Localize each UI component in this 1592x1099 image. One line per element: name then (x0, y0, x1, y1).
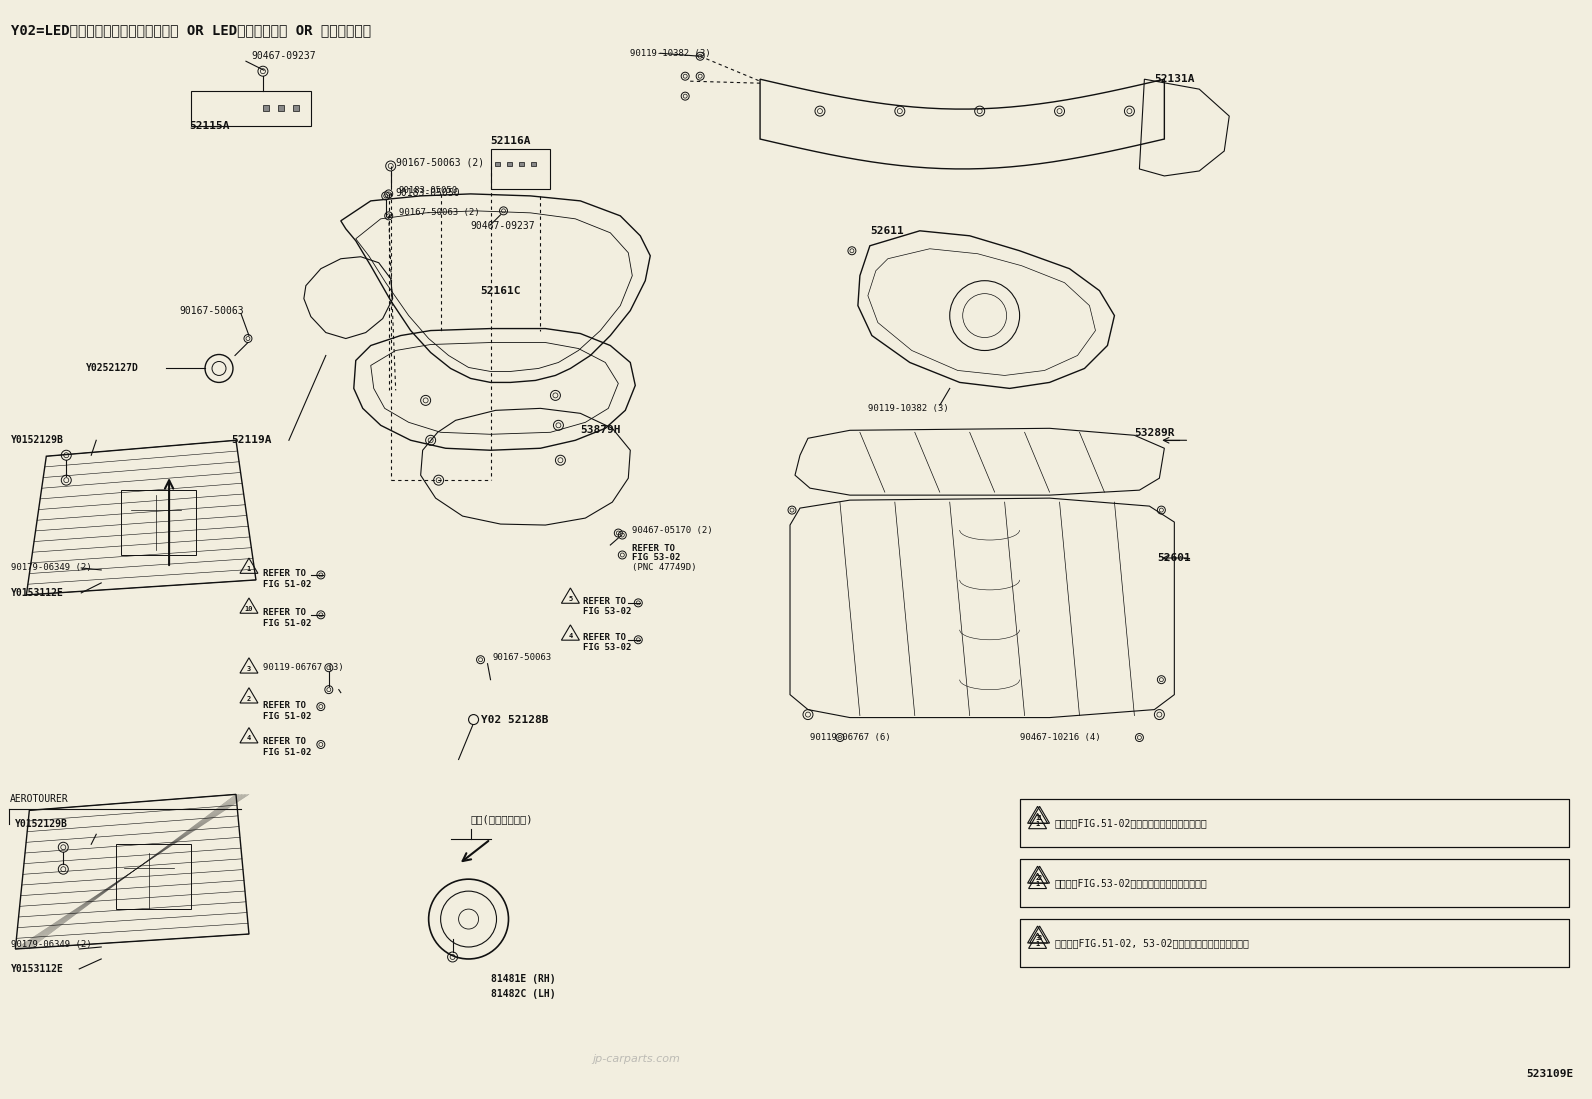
Text: 5: 5 (568, 596, 573, 602)
Text: Y0153112E: Y0153112E (11, 964, 64, 974)
Text: 53879H: 53879H (581, 425, 621, 435)
Text: AEROTOURER: AEROTOURER (10, 795, 68, 804)
Bar (279, 106, 283, 111)
Text: FIG 51-02: FIG 51-02 (263, 748, 312, 757)
Text: 52131A: 52131A (1154, 75, 1196, 85)
Text: 90179-06349 (2): 90179-06349 (2) (11, 940, 92, 948)
Text: Y02 52128B: Y02 52128B (481, 714, 548, 724)
Text: 90119-06767 (6): 90119-06767 (6) (810, 733, 890, 742)
Text: Y0153112E: Y0153112E (11, 588, 64, 598)
Text: ⑩、⑪はFIG.51-02, 53-02の⑩、⑪と対応しています。: ⑩、⑪はFIG.51-02, 53-02の⑩、⑪と対応しています。 (1054, 939, 1248, 948)
Text: 81482C (LH): 81482C (LH) (490, 989, 556, 999)
Text: 1: 1 (1038, 815, 1041, 821)
Text: 1: 1 (1035, 815, 1040, 821)
Bar (532, 162, 535, 166)
Text: 90183-05050: 90183-05050 (398, 187, 458, 196)
Text: 90167-50063: 90167-50063 (492, 653, 552, 663)
Bar (1019, 919, 1568, 967)
Bar (1019, 859, 1568, 907)
Bar (490, 149, 551, 189)
Text: 1: 1 (247, 566, 252, 571)
Text: 90179-06349 (2): 90179-06349 (2) (11, 564, 92, 573)
Text: 2: 2 (1038, 875, 1041, 881)
Bar (263, 106, 269, 111)
Text: 2: 2 (1035, 875, 1040, 881)
Text: Y0252127D: Y0252127D (86, 364, 139, 374)
Text: 2: 2 (247, 696, 252, 701)
Text: 1: 1 (1035, 941, 1040, 947)
Text: FIG 53-02: FIG 53-02 (632, 554, 681, 563)
Text: FIG 51-02: FIG 51-02 (263, 712, 312, 721)
Text: 3: 3 (1038, 935, 1041, 941)
Text: ①～③はFIG.51-02の①～③と対応しています。: ①～③はFIG.51-02の①～③と対応しています。 (1054, 819, 1207, 829)
Text: REFER TO: REFER TO (263, 701, 306, 710)
Text: 90467-05170 (2): 90467-05170 (2) (632, 525, 713, 534)
Text: 90167-50063 (2): 90167-50063 (2) (396, 158, 484, 168)
Text: REFER TO: REFER TO (263, 569, 306, 578)
Text: 90467-09237: 90467-09237 (252, 52, 315, 62)
Text: 52115A: 52115A (189, 121, 229, 131)
Text: 52119A: 52119A (231, 435, 272, 445)
Text: 4: 4 (247, 735, 252, 742)
Text: REFER TO: REFER TO (263, 609, 306, 618)
Text: REFER TO: REFER TO (263, 737, 306, 746)
Text: FIG 53-02: FIG 53-02 (583, 643, 632, 652)
Text: 90467-10216 (4): 90467-10216 (4) (1019, 733, 1100, 742)
Text: REFER TO: REFER TO (583, 598, 626, 607)
Text: 4: 4 (568, 633, 573, 639)
Text: ④、⑤はFIG.53-02の④、⑤と対応しています。: ④、⑤はFIG.53-02の④、⑤と対応しています。 (1054, 878, 1207, 888)
Text: jp-carparts.com: jp-carparts.com (592, 1054, 680, 1064)
Text: 3: 3 (247, 666, 252, 671)
Bar (116, 844, 191, 909)
Text: 有り(フォグランプ): 有り(フォグランプ) (471, 814, 533, 824)
Bar (508, 162, 511, 166)
Text: (PNC 47749D): (PNC 47749D) (632, 564, 697, 573)
Bar (121, 490, 196, 555)
Text: 1: 1 (1035, 821, 1040, 828)
Bar (1019, 859, 1568, 907)
Text: 52116A: 52116A (490, 136, 532, 146)
Bar (191, 91, 310, 126)
Text: 90119-10382 (3): 90119-10382 (3) (630, 48, 712, 58)
Text: Y0152129B: Y0152129B (11, 435, 64, 445)
Text: 523109E: 523109E (1527, 1068, 1573, 1078)
Text: 81481E (RH): 81481E (RH) (490, 974, 556, 984)
Text: 90119-10382 (3): 90119-10382 (3) (868, 403, 949, 413)
Text: 53289R: 53289R (1135, 429, 1175, 439)
Text: 52611: 52611 (869, 225, 904, 236)
Text: 10: 10 (245, 606, 253, 612)
Bar (1019, 919, 1568, 967)
Text: 3: 3 (1035, 935, 1040, 941)
Text: Y0152129B: Y0152129B (16, 819, 68, 830)
Text: 90167-50063 (2): 90167-50063 (2) (398, 209, 479, 218)
Text: 90119-06767 (3): 90119-06767 (3) (263, 663, 344, 673)
Text: 1: 1 (1035, 881, 1040, 887)
Text: 52161C: 52161C (481, 286, 521, 296)
Text: 90167-50063: 90167-50063 (178, 306, 244, 315)
Text: FIG 51-02: FIG 51-02 (263, 620, 312, 629)
Text: 52601: 52601 (1157, 553, 1191, 563)
Text: Y02=LEDアクセントイルミネーション OR LEDフォグランプ OR フォグランプ: Y02=LEDアクセントイルミネーション OR LEDフォグランプ OR フォグ… (11, 23, 371, 37)
Bar (1019, 799, 1568, 847)
Text: REFER TO: REFER TO (632, 544, 675, 553)
Bar (293, 106, 299, 111)
Bar (495, 162, 500, 166)
Text: FIG 53-02: FIG 53-02 (583, 608, 632, 617)
Text: 90467-09237: 90467-09237 (471, 221, 535, 231)
Bar (1019, 799, 1568, 847)
Bar (519, 162, 524, 166)
Text: REFER TO: REFER TO (583, 633, 626, 642)
Text: FIG 51-02: FIG 51-02 (263, 580, 312, 589)
Text: 90183-05050: 90183-05050 (396, 188, 460, 198)
